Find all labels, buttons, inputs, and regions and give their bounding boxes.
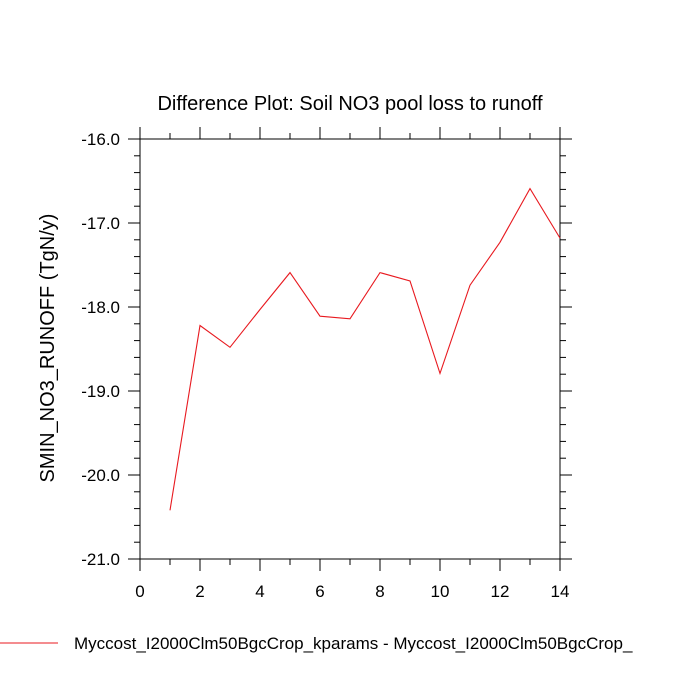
y-axis-label: SMIN_NO3_RUNOFF (TgN/y) — [37, 214, 59, 483]
minor-ticks — [134, 133, 566, 565]
y-tick-label: -19.0 — [81, 382, 120, 401]
y-tick-label: -20.0 — [81, 466, 120, 485]
x-tick-label: 2 — [195, 582, 204, 601]
y-tick-label: -18.0 — [81, 298, 120, 317]
x-tick-label: 10 — [431, 582, 450, 601]
x-tick-label: 8 — [375, 582, 384, 601]
x-tick-label: 12 — [491, 582, 510, 601]
y-axis-ticks: -21.0 -20.0 -19.0 -18.0 -17.0 -16.0 — [81, 130, 572, 569]
plot-frame — [139, 138, 561, 560]
y-tick-label: -21.0 — [81, 550, 120, 569]
series-group — [169, 187, 561, 511]
legend-label: Myccost_I2000Clm50BgcCrop_kparams - Mycc… — [74, 634, 633, 653]
x-tick-label: 14 — [551, 582, 570, 601]
y-tick-label: -16.0 — [81, 130, 120, 149]
x-tick-label: 0 — [135, 582, 144, 601]
x-tick-label: 6 — [315, 582, 324, 601]
series-line — [169, 187, 561, 511]
x-axis-ticks: 0 2 4 6 8 10 12 14 — [135, 127, 569, 601]
y-tick-label: -17.0 — [81, 214, 120, 233]
legend: Myccost_I2000Clm50BgcCrop_kparams - Mycc… — [0, 634, 633, 653]
chart-title: Difference Plot: Soil NO3 pool loss to r… — [157, 93, 542, 115]
x-tick-label: 4 — [255, 582, 264, 601]
